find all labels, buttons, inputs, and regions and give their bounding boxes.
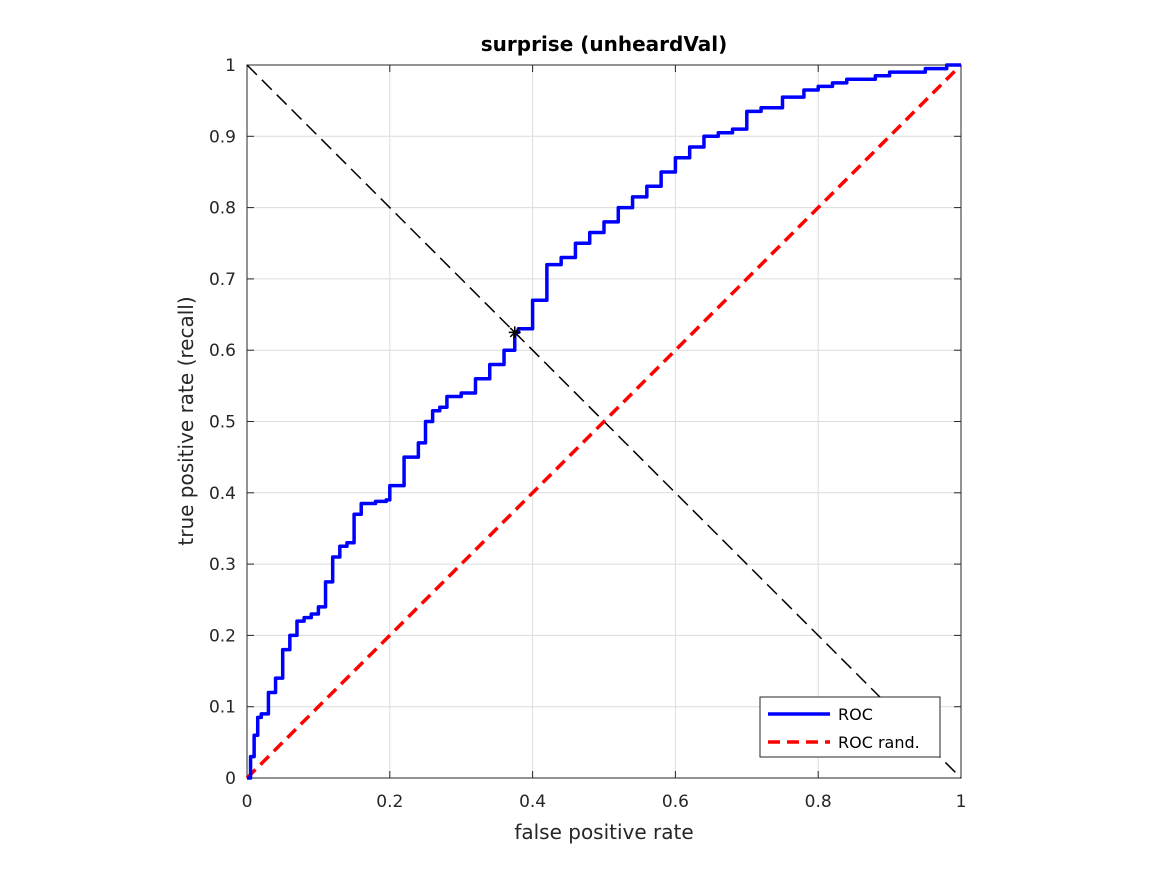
y-tick-label: 0 (225, 769, 236, 789)
x-tick-label: 0.8 (805, 792, 832, 812)
x-tick-labels: 0 0.2 0.4 0.6 0.8 1 (242, 792, 967, 812)
x-tick-label: 0.4 (519, 792, 546, 812)
x-axis-label: false positive rate (514, 820, 693, 844)
series-roc-rand-line (245, 63, 963, 780)
legend-box (759, 696, 941, 758)
y-tick-label: 0.3 (209, 555, 236, 575)
y-tick-label: 0.7 (209, 270, 236, 290)
series-layer (245, 63, 963, 780)
y-tick-label: 0.8 (209, 199, 236, 219)
y-tick-label: 1 (225, 56, 236, 76)
y-tick-label: 0.2 (209, 626, 236, 646)
x-tick-label: 0.2 (376, 792, 403, 812)
operating-point-marker (508, 326, 521, 339)
y-tick-label: 0.6 (209, 341, 236, 361)
chart-title: surprise (unheardVal) (481, 32, 727, 56)
series-roc-line (247, 63, 961, 780)
legend-entry-roc: ROC (838, 705, 873, 724)
y-tick-labels: 0 0.1 0.2 0.3 0.4 0.5 0.6 0.7 0.8 0.9 1 (209, 56, 236, 789)
y-tick-label: 0.5 (209, 413, 236, 433)
x-tick-label: 0.6 (662, 792, 689, 812)
plot-frame (246, 64, 962, 779)
y-tick-label: 0.1 (209, 698, 236, 718)
y-axis-label: true positive rate (recall) (174, 296, 198, 545)
x-tick-label: 0 (242, 792, 253, 812)
legend-entry-roc-rand: ROC rand. (838, 733, 920, 752)
x-tick-label: 1 (956, 792, 967, 812)
grid (246, 64, 962, 779)
legend: ROC ROC rand. (759, 696, 941, 758)
y-tick-label: 0.9 (209, 127, 236, 147)
y-tick-label: 0.4 (209, 484, 236, 504)
